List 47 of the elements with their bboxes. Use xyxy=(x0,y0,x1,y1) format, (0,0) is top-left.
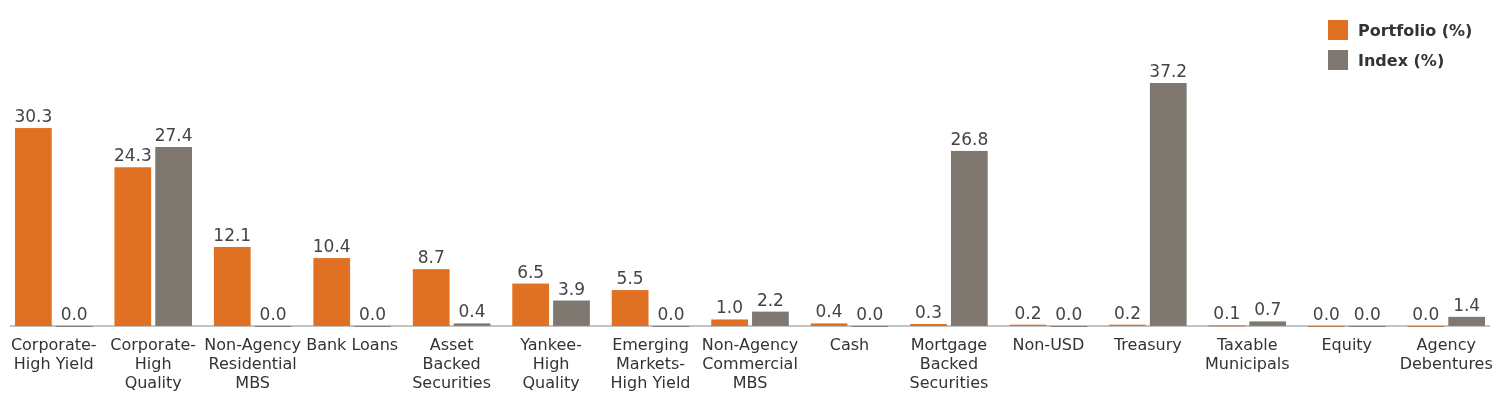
data-label: 8.7 xyxy=(417,247,445,268)
data-label: 0.1 xyxy=(1213,303,1241,324)
x-tick-label: Asset Backed Securities xyxy=(412,335,492,392)
x-tick-label: Taxable Municipals xyxy=(1205,335,1290,373)
data-label: 0.0 xyxy=(856,304,884,324)
data-label: 5.5 xyxy=(616,268,644,289)
data-label: 26.8 xyxy=(950,128,989,149)
data-label: 0.2 xyxy=(1014,302,1042,323)
legend-label: Portfolio (%) xyxy=(1358,21,1473,40)
data-label: 0.0 xyxy=(657,304,685,324)
x-tick-label: Bank Loans xyxy=(306,335,399,354)
x-tick-label: Emerging Markets-High Yield xyxy=(610,335,691,392)
data-label: 0.2 xyxy=(1113,302,1141,323)
data-label: 0.4 xyxy=(458,301,486,322)
data-label: 0.0 xyxy=(1412,304,1440,324)
data-label: 30.3 xyxy=(14,106,53,127)
data-label: 0.0 xyxy=(359,304,387,324)
data-label: 0.0 xyxy=(259,304,287,324)
data-label: 0.3 xyxy=(914,302,943,323)
data-label: 27.4 xyxy=(154,125,193,146)
data-label: 1.4 xyxy=(1453,294,1481,315)
data-label: 1.0 xyxy=(716,297,744,318)
data-label: 24.3 xyxy=(113,145,152,166)
data-label: 12.1 xyxy=(213,224,252,245)
data-label: 37.2 xyxy=(1149,61,1188,81)
data-label: 2.2 xyxy=(756,289,784,310)
x-tick-label: Cash xyxy=(829,335,870,354)
data-label: 10.4 xyxy=(312,236,351,257)
x-tick-label: Agency Debentures xyxy=(1399,335,1493,373)
data-label: 0.0 xyxy=(60,304,88,324)
x-tick-label: Equity xyxy=(1321,335,1373,354)
x-tick-label: Mortgage Backed Securities xyxy=(909,335,989,392)
x-tick-label: Corporate-High Yield xyxy=(10,335,97,373)
x-tick-label: Non-USD xyxy=(1012,335,1085,354)
x-tick-label: Non-Agency Residential MBS xyxy=(204,335,302,392)
data-label: 0.0 xyxy=(1055,304,1083,324)
data-label: 3.9 xyxy=(557,278,586,299)
x-tick-label: Corporate-High Quality xyxy=(110,335,197,392)
data-label: 0.0 xyxy=(1353,304,1381,324)
legend-label: Index (%) xyxy=(1358,51,1445,70)
data-label: 6.5 xyxy=(517,261,545,282)
data-label: 0.7 xyxy=(1254,299,1282,320)
x-tick-label: Non-Agency Commercial MBS xyxy=(701,335,799,392)
x-tick-label: Yankee-High Quality xyxy=(519,335,582,392)
data-label: 0.0 xyxy=(1312,304,1340,324)
data-label: 0.4 xyxy=(815,301,843,322)
x-tick-label: Treasury xyxy=(1112,335,1182,354)
